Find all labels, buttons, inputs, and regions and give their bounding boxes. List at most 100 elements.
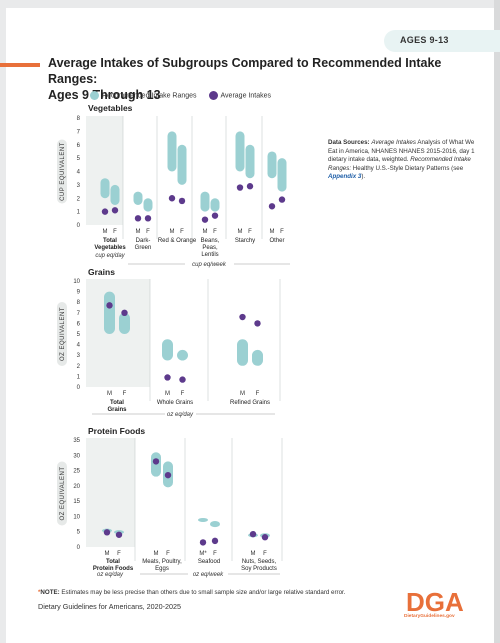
vegetables-beans-peas-lentils-m-range-bar [200,191,210,212]
vegetables-total-vegetables-label-line-1: Vegetables [94,245,126,251]
vegetables-ytick-3: 3 [77,183,81,189]
vegetables-dark-green-sex-label-0: M [136,229,141,235]
grains-ylabel-pill [57,302,67,366]
protein-foods-ytick-15: 15 [73,499,80,505]
protein-foods-total-shade [86,438,135,547]
vegetables-other-label-line-0: Other [269,238,284,244]
vegetables-red-orange-sex-label-0: M [170,229,175,235]
grains-ytick-4: 4 [77,343,81,349]
protein-foods-seafood-f-range-bar [210,521,220,528]
data-sources-rec-label: Recommended Intake Ranges: [328,156,471,172]
page-edge-left [0,0,6,643]
protein-foods-meats-poultry-eggs-label-line-0: Meats, Poultry, [142,559,182,565]
legend-label-recommended: Recommended Intake Ranges [102,92,197,100]
vegetables-unit-label-1: cup eq/week [192,262,227,268]
vegetables-ytick-2: 2 [77,196,81,202]
grains-total-shade [86,279,150,387]
legend-item-average: Average Intakes [208,91,271,100]
grains-whole-grains-f-avg-dot [179,376,186,383]
protein-foods-ylabel-pill [57,461,67,526]
page-edge-top [0,0,500,8]
vegetables-beans-peas-lentils-m-avg-dot [201,216,209,223]
grains-total-grains-sex-label-0: M [107,391,112,397]
vegetables-starchy-label-line-0: Starchy [235,238,255,244]
legend-item-recommended: Recommended Intake Ranges [90,91,197,100]
vegetables-dark-green-label-line-0: Dark- [136,238,151,244]
age-tab-label: AGES 9-13 [400,35,449,45]
vegetables-starchy-f-range-bar [245,144,255,179]
grains-panel-title: Grains [88,267,115,277]
protein-foods-ytick-20: 20 [73,484,80,490]
protein-foods-meats-poultry-eggs-m-avg-dot [152,458,160,465]
protein-foods-meats-poultry-eggs-f-avg-dot [164,471,172,479]
dga-logo-url: DietaryGuidelines.gov [404,614,455,619]
vegetables-starchy-sex-label-1: F [248,229,252,235]
vegetables-other-m-avg-dot [268,203,276,210]
vegetables-ytick-0: 0 [77,223,81,229]
vegetables-ylabel: CUP EQUIVALENT [60,142,66,201]
grains-refined-grains-label-line-0: Refined Grains [230,400,270,406]
vegetables-total-vegetables-m-avg-dot [101,208,109,215]
vegetables-dark-green-f-range-bar [143,198,153,212]
vegetables-total-vegetables-f-avg-dot [111,207,119,214]
protein-foods-seafood-label-line-0: Seafood [198,559,220,565]
protein-foods-meats-poultry-eggs-sex-label-0: M [154,551,159,557]
protein-foods-total-protein-foods-f-avg-dot [115,531,123,538]
vegetables-starchy-sex-label-0: M [238,229,243,235]
protein-foods-unit-label-1: oz eq/week [193,572,224,578]
vegetables-unit-label-0: cup eq/day [95,253,125,259]
grains-ytick-1: 1 [77,374,81,380]
grains-ytick-10: 10 [73,279,80,285]
grains-ytick-0: 0 [77,385,81,391]
vegetables-red-orange-m-avg-dot [168,195,176,202]
dga-logo-icon: DGA [406,587,464,617]
protein-foods-ytick-30: 30 [73,453,80,459]
vegetables-starchy-f-avg-dot [246,183,254,190]
vegetables-red-orange-f-avg-dot [178,197,186,205]
vegetables-total-shade [86,116,123,225]
average-swatch-icon [208,91,218,100]
grains-ytick-9: 9 [77,290,81,296]
page-title-line1: Average Intakes of Subgroups Compared to… [48,56,442,86]
vegetables-beans-peas-lentils-label-line-1: Peas, [202,245,218,251]
vegetables-beans-peas-lentils-sex-label-0: M [203,229,208,235]
protein-foods-ylabel: OZ EQUIVALENT [60,466,66,520]
grains-ytick-8: 8 [77,300,81,306]
grains-ytick-5: 5 [77,332,81,338]
vegetables-ytick-5: 5 [77,156,81,162]
grains-whole-grains-m-avg-dot [164,374,171,381]
vegetables-total-vegetables-m-range-bar [100,178,110,199]
protein-foods-nuts-seeds-soy-products-f-avg-dot [261,534,269,541]
data-sources-avg-label: Average Intakes [371,139,416,146]
appendix-link[interactable]: Appendix 3 [328,173,362,180]
vegetables-total-vegetables-f-range-bar [110,184,120,205]
vegetables-ytick-1: 1 [77,210,81,216]
vegetables-dark-green-m-range-bar [133,191,143,205]
grains-refined-grains-sex-label-0: M [240,391,245,397]
vegetables-dark-green-sex-label-1: F [146,229,150,235]
vegetables-total-vegetables-sex-label-1: F [113,229,117,235]
page-edge-right [494,0,500,643]
protein-foods-total-protein-foods-label-line-0: Total [106,559,120,565]
grains-refined-grains-sex-label-1: F [256,391,260,397]
vegetables-other-f-range-bar [277,158,287,192]
protein-foods-nuts-seeds-soy-products-label-line-1: Soy Products [241,566,277,572]
dga-logo-letters: DGA [406,587,464,617]
note-text: Estimates may be less precise than other… [61,589,346,596]
grains-refined-grains-m-avg-dot [239,313,246,321]
recommended-swatch-icon [90,91,99,100]
grains-whole-grains-f-range-bar [177,349,188,361]
footer-text: Dietary Guidelines for Americans, 2020-2… [38,602,182,611]
grains-ytick-3: 3 [77,353,81,359]
protein-foods-seafood-m-range-bar [198,517,208,522]
vegetables-other-f-avg-dot [278,196,286,203]
grains-unit-label-0: oz eq/day [167,412,194,418]
vegetables-dark-green-label-line-1: Green [135,245,152,251]
grains-refined-grains-f-range-bar [252,349,263,366]
grains-total-grains-m-range-bar [104,291,115,334]
grains-total-grains-m-avg-dot [106,302,113,309]
grains-ytick-6: 6 [77,321,81,327]
age-tab: AGES 9-13 [384,30,500,52]
vegetables-red-orange-label-line-0: Red & Orange [158,238,197,244]
vegetables-beans-peas-lentils-label-line-2: Lentils [201,252,218,258]
